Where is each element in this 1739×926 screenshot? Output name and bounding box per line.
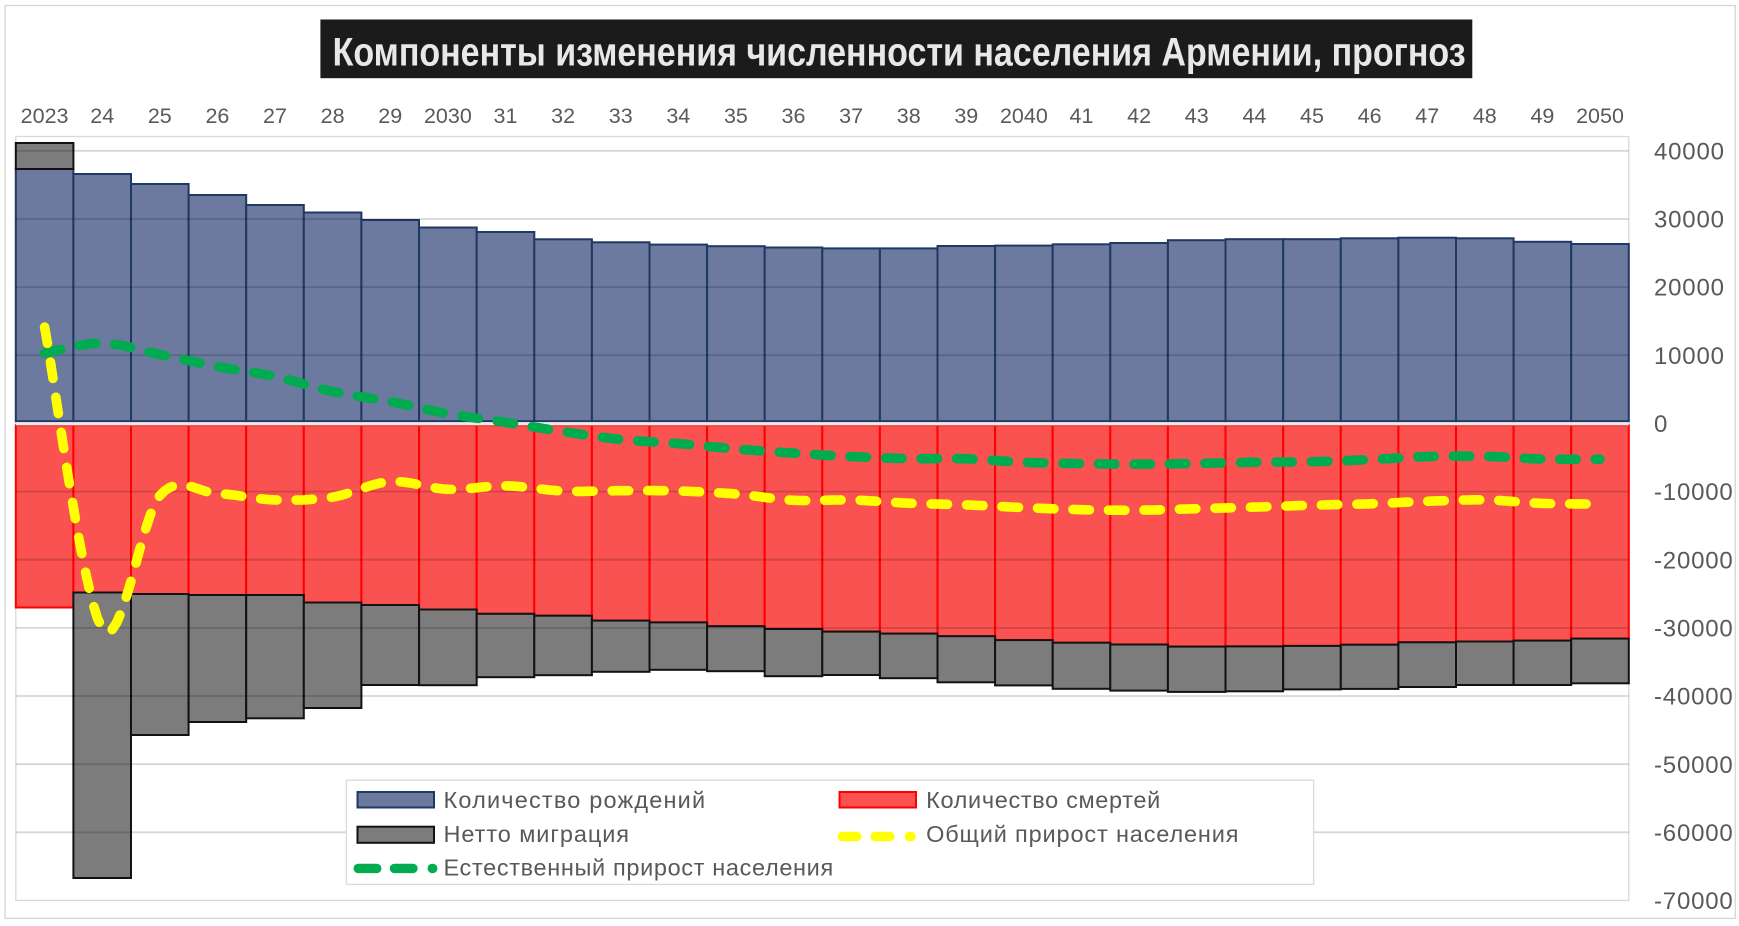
svg-text:Общий прирост населения: Общий прирост населения bbox=[926, 821, 1239, 847]
svg-text:48: 48 bbox=[1473, 104, 1497, 128]
svg-text:25: 25 bbox=[148, 104, 172, 128]
svg-text:47: 47 bbox=[1415, 104, 1439, 128]
svg-text:10000: 10000 bbox=[1654, 343, 1725, 370]
svg-text:2050: 2050 bbox=[1576, 104, 1624, 128]
svg-text:35: 35 bbox=[724, 104, 748, 128]
svg-text:34: 34 bbox=[666, 104, 690, 128]
svg-text:45: 45 bbox=[1300, 104, 1324, 128]
svg-text:-20000: -20000 bbox=[1654, 547, 1734, 574]
svg-text:Количество рождений: Количество рождений bbox=[444, 787, 707, 813]
svg-text:30000: 30000 bbox=[1654, 207, 1725, 234]
svg-text:33: 33 bbox=[609, 104, 633, 128]
svg-text:42: 42 bbox=[1127, 104, 1151, 128]
svg-text:24: 24 bbox=[90, 104, 114, 128]
svg-text:31: 31 bbox=[494, 104, 518, 128]
svg-text:27: 27 bbox=[263, 104, 287, 128]
svg-text:-30000: -30000 bbox=[1654, 616, 1734, 643]
svg-text:Естественный прирост населения: Естественный прирост населения bbox=[444, 855, 834, 881]
svg-text:43: 43 bbox=[1185, 104, 1209, 128]
svg-text:38: 38 bbox=[897, 104, 921, 128]
svg-text:28: 28 bbox=[321, 104, 345, 128]
svg-text:Количество смертей: Количество смертей bbox=[926, 787, 1161, 813]
svg-text:-10000: -10000 bbox=[1654, 479, 1734, 506]
svg-text:2040: 2040 bbox=[1000, 104, 1048, 128]
svg-text:40000: 40000 bbox=[1654, 138, 1725, 165]
svg-text:39: 39 bbox=[954, 104, 978, 128]
svg-text:41: 41 bbox=[1070, 104, 1094, 128]
svg-text:-40000: -40000 bbox=[1654, 684, 1734, 711]
svg-text:32: 32 bbox=[551, 104, 575, 128]
svg-text:29: 29 bbox=[378, 104, 402, 128]
svg-text:46: 46 bbox=[1358, 104, 1382, 128]
svg-text:Компоненты изменения численнос: Компоненты изменения численности населен… bbox=[333, 31, 1466, 75]
svg-text:-60000: -60000 bbox=[1654, 820, 1734, 847]
svg-text:49: 49 bbox=[1530, 104, 1554, 128]
svg-text:-50000: -50000 bbox=[1654, 752, 1734, 779]
svg-text:44: 44 bbox=[1242, 104, 1266, 128]
svg-text:37: 37 bbox=[839, 104, 863, 128]
svg-text:20000: 20000 bbox=[1654, 275, 1725, 302]
svg-text:0: 0 bbox=[1654, 411, 1668, 438]
svg-text:2030: 2030 bbox=[424, 104, 472, 128]
svg-text:26: 26 bbox=[205, 104, 229, 128]
svg-text:2023: 2023 bbox=[21, 104, 69, 128]
svg-text:36: 36 bbox=[782, 104, 806, 128]
svg-text:Нетто миграция: Нетто миграция bbox=[444, 821, 630, 847]
svg-text:-70000: -70000 bbox=[1654, 888, 1734, 915]
